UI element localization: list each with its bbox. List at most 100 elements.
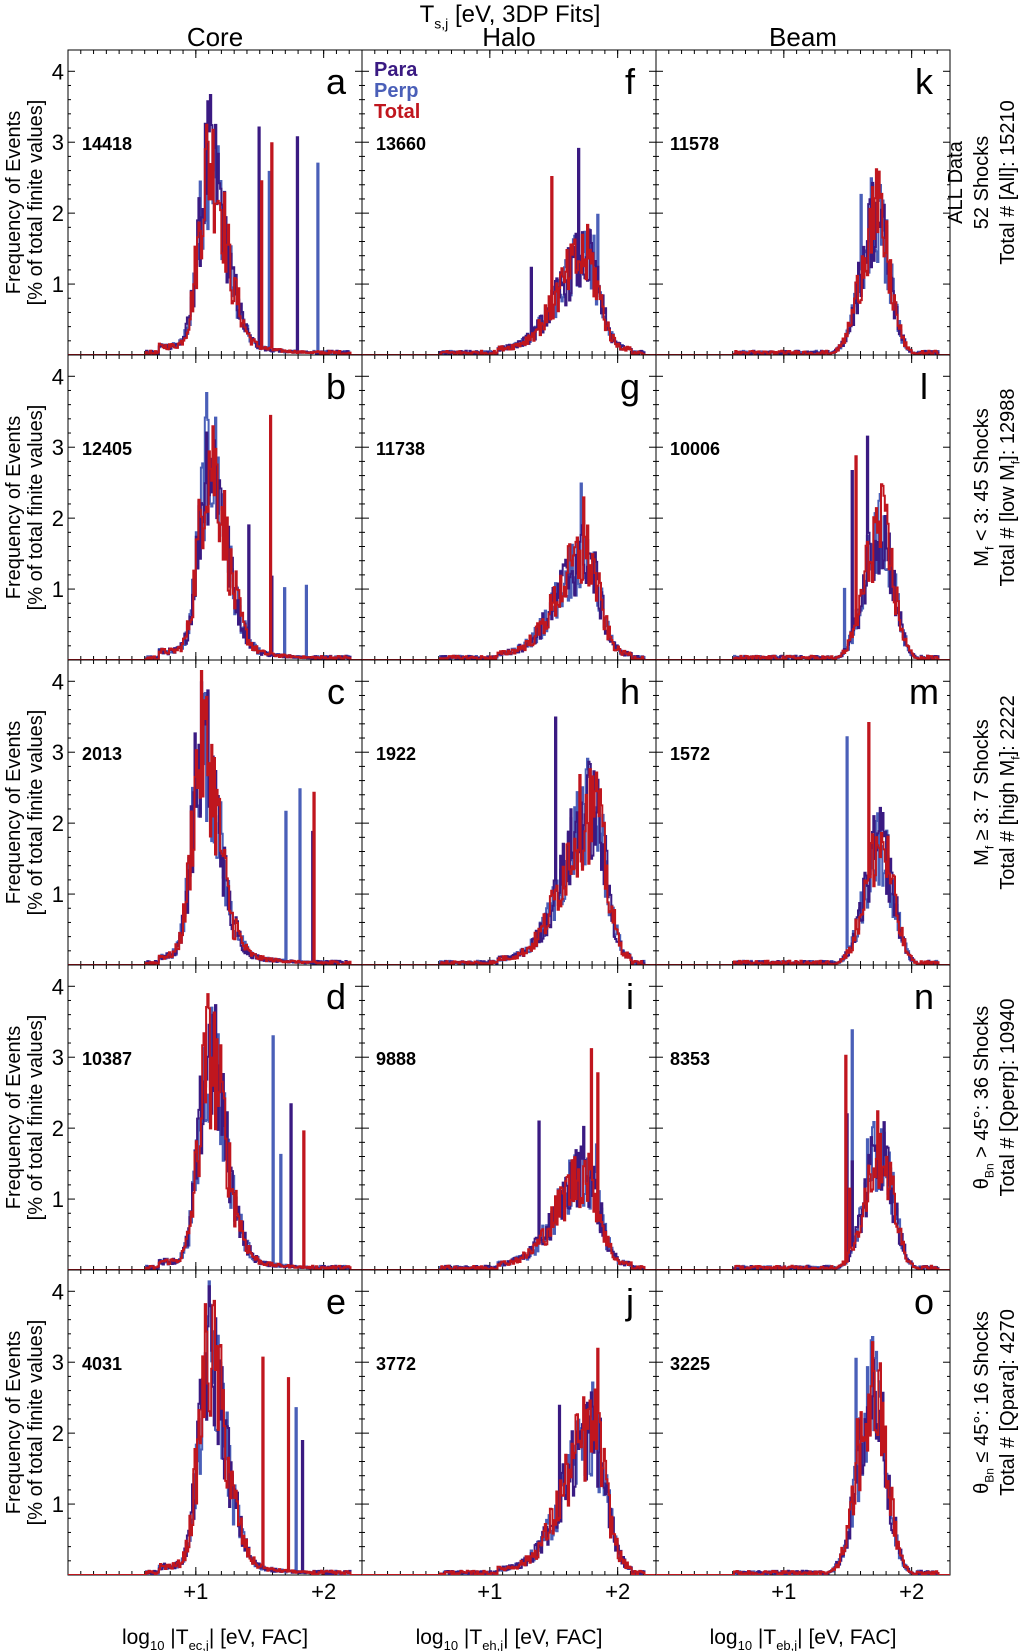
y-axis-label-line1: Frequency of Events bbox=[3, 1026, 25, 1209]
series-total-line bbox=[362, 1347, 656, 1575]
x-axis-label-halo: log10 |Teh,j| [eV, FAC] bbox=[416, 1626, 603, 1651]
panel-letter-label: g bbox=[620, 366, 640, 407]
series-perp-line bbox=[656, 177, 950, 355]
panel-letter-label: i bbox=[626, 976, 634, 1017]
y-axis-label-line1: Frequency of Events bbox=[3, 721, 25, 904]
y-axis-label-line2: [% of total finite values] bbox=[25, 710, 47, 916]
series-total-line bbox=[656, 455, 950, 660]
series-para-line bbox=[656, 181, 950, 355]
histogram-panel-f: f 13660 bbox=[361, 49, 657, 356]
series-perp-line bbox=[68, 129, 362, 355]
y-tick-label: 4 bbox=[52, 59, 64, 84]
y-tick-label: 3 bbox=[52, 1350, 64, 1375]
event-count-label: 4031 bbox=[82, 1354, 122, 1374]
x-tick-label: +2 bbox=[899, 1579, 924, 1604]
series-perp-line bbox=[68, 392, 362, 660]
x-tick-label: +1 bbox=[183, 1579, 208, 1604]
panel-letter-label: a bbox=[326, 61, 347, 102]
panel-letter-label: m bbox=[909, 671, 939, 712]
series-total-line bbox=[68, 670, 362, 965]
panel-frame bbox=[655, 659, 951, 966]
series-total-line bbox=[656, 1054, 950, 1270]
panel-frame bbox=[67, 354, 363, 661]
event-count-label: 11738 bbox=[376, 439, 425, 459]
column-header-beam: Beam bbox=[769, 22, 837, 52]
histogram-panel-a: a 14418 1 2 3 4 bbox=[52, 49, 363, 356]
y-tick-label: 4 bbox=[52, 974, 64, 999]
y-tick-label: 2 bbox=[52, 811, 64, 836]
histogram-panel-d: d 10387 1 2 3 4 bbox=[52, 964, 363, 1271]
legend-item-para: Para bbox=[374, 59, 418, 81]
panel-letter-label: h bbox=[620, 671, 640, 712]
histogram-panel-e: e 4031 1 2 3 4 +1 +2 bbox=[52, 1269, 363, 1604]
series-total-line bbox=[68, 993, 362, 1270]
panel-frame bbox=[655, 1269, 951, 1576]
event-count-label: 2013 bbox=[82, 744, 122, 764]
event-count-label: 3772 bbox=[376, 1354, 416, 1374]
y-tick-label: 4 bbox=[52, 669, 64, 694]
series-total-line bbox=[656, 168, 950, 355]
y-tick-label: 2 bbox=[52, 201, 64, 226]
row-label: Total # [Qperp]: 10940 bbox=[997, 999, 1019, 1197]
histogram-panel-i: i 9888 bbox=[361, 964, 657, 1271]
column-header-halo: Halo bbox=[482, 22, 535, 52]
histogram-panel-k: k 11578 bbox=[655, 49, 951, 356]
series-total-line bbox=[362, 176, 656, 355]
series-total-line bbox=[656, 1341, 950, 1575]
row-label: Total # [Qpara]: 4270 bbox=[997, 1309, 1019, 1496]
legend-item-total: Total bbox=[374, 101, 420, 123]
histogram-panel-b: b 12405 1 2 3 4 bbox=[52, 354, 363, 661]
row-label: θBn > 45°: 36 Shocks bbox=[971, 1006, 997, 1189]
y-axis-label-line2: [% of total finite values] bbox=[25, 100, 47, 306]
series-perp-line bbox=[362, 757, 656, 965]
event-count-label: 13660 bbox=[376, 134, 426, 154]
y-axis-label-line2: [% of total finite values] bbox=[25, 405, 47, 611]
series-total-line bbox=[362, 1048, 656, 1270]
row-label: θBn ≤ 45°: 16 Shocks bbox=[971, 1311, 997, 1494]
event-count-label: 1922 bbox=[376, 744, 416, 764]
series-perp-line bbox=[362, 482, 656, 660]
row-label: Total # [high Mf]: 2222 bbox=[997, 695, 1020, 890]
row-label: Mf < 3: 45 Shocks bbox=[971, 408, 997, 566]
histogram-panel-m: m 1572 bbox=[655, 659, 951, 966]
series-total-line bbox=[362, 768, 656, 965]
histogram-panel-o: o 3225 +1 +2 bbox=[655, 1269, 951, 1604]
series-total-line bbox=[68, 414, 362, 660]
y-tick-label: 1 bbox=[52, 1492, 64, 1517]
panel-frame bbox=[655, 964, 951, 1271]
y-axis-label-line1: Frequency of Events bbox=[3, 416, 25, 599]
panel-letter-label: k bbox=[915, 61, 934, 102]
histogram-panel-g: g 11738 bbox=[361, 354, 657, 661]
series-para-line bbox=[656, 435, 950, 660]
series-total-line bbox=[656, 722, 950, 965]
y-tick-label: 4 bbox=[52, 364, 64, 389]
event-count-label: 9888 bbox=[376, 1049, 416, 1069]
panel-frame bbox=[655, 49, 951, 356]
series-para-line bbox=[362, 1391, 656, 1575]
event-count-label: 10387 bbox=[82, 1049, 132, 1069]
event-count-label: 3225 bbox=[670, 1354, 710, 1374]
y-axis-label-line1: Frequency of Events bbox=[3, 111, 25, 294]
panel-frame bbox=[655, 354, 951, 661]
panel-letter-label: e bbox=[326, 1281, 346, 1322]
event-count-label: 11578 bbox=[670, 134, 719, 154]
series-para-line bbox=[656, 1113, 950, 1270]
histogram-panel-h: h 1922 bbox=[361, 659, 657, 966]
y-axis-label-line2: [% of total finite values] bbox=[25, 1015, 47, 1221]
y-tick-label: 1 bbox=[52, 577, 64, 602]
y-tick-label: 1 bbox=[52, 882, 64, 907]
legend-item-perp: Perp bbox=[374, 80, 418, 102]
x-tick-label: +2 bbox=[605, 1579, 630, 1604]
y-tick-label: 2 bbox=[52, 1116, 64, 1141]
event-count-label: 12405 bbox=[82, 439, 132, 459]
series-para-line bbox=[362, 147, 656, 355]
x-axis-label-core: log10 |Tec,j| [eV, FAC] bbox=[122, 1626, 308, 1651]
column-header-core: Core bbox=[187, 22, 243, 52]
panel-letter-label: b bbox=[326, 366, 346, 407]
y-tick-label: 3 bbox=[52, 130, 64, 155]
histogram-panel-l: l 10006 bbox=[655, 354, 951, 661]
y-axis-label-line1: Frequency of Events bbox=[3, 1331, 25, 1514]
x-tick-label: +1 bbox=[771, 1579, 796, 1604]
series-total-line bbox=[362, 496, 656, 660]
